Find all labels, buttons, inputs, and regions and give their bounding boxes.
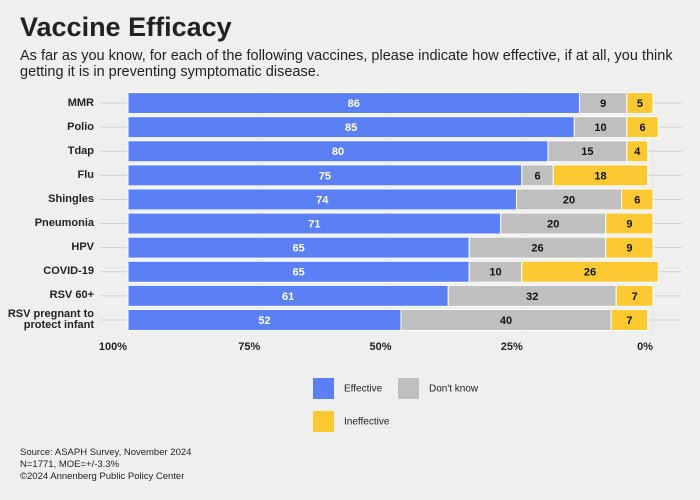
x-tick-label: 0% [637, 341, 653, 353]
bar-segment [552, 164, 649, 187]
bar-segment [626, 92, 654, 115]
bar-segment [615, 284, 654, 307]
value-label: 7 [632, 291, 638, 303]
note: N=1771, MOE=+/-3.3% [20, 459, 120, 470]
legend-swatch [313, 411, 334, 432]
value-label: 85 [345, 122, 357, 134]
value-label: 61 [282, 291, 294, 303]
category-label: MMR [67, 96, 94, 109]
category-label: Tdap [67, 144, 94, 157]
value-label: 32 [526, 291, 538, 303]
category-label: COVID-19 [43, 265, 94, 278]
value-label: 71 [308, 218, 320, 230]
value-label: 7 [626, 315, 632, 327]
category-label: HPV [71, 241, 94, 254]
value-label: 75 [319, 170, 331, 182]
x-tick-label: 50% [369, 341, 391, 353]
bar-segment [605, 236, 654, 259]
value-label: 6 [639, 122, 645, 134]
value-label: 9 [626, 218, 632, 230]
chart-subtitle: As far as you know, for each of the foll… [20, 48, 673, 80]
category-label: Flu [77, 168, 95, 181]
value-label: 10 [594, 122, 606, 134]
value-label: 9 [600, 98, 606, 110]
category-label: Shingles [48, 192, 94, 205]
value-label: 4 [634, 146, 641, 158]
bar-segment [521, 260, 659, 283]
value-label: 10 [489, 267, 501, 279]
bar-segment [626, 116, 659, 139]
value-label: 18 [594, 170, 606, 182]
value-label: 15 [581, 146, 593, 158]
legend-label: Ineffective [344, 417, 390, 428]
bar-segment [610, 308, 649, 331]
value-label: 52 [258, 315, 270, 327]
value-label: 65 [293, 267, 305, 279]
bar-segment [621, 188, 654, 211]
x-tick-label: 100% [99, 341, 127, 353]
legend-swatch [398, 378, 419, 399]
value-label: 9 [626, 243, 632, 255]
legend-label: Don't know [429, 384, 479, 395]
value-label: 26 [531, 243, 543, 255]
value-label: 6 [534, 170, 540, 182]
legend-swatch [313, 378, 334, 399]
value-label: 74 [316, 194, 329, 206]
value-label: 80 [332, 146, 344, 158]
value-label: 6 [634, 194, 640, 206]
category-label: RSV pregnant to protect infant [7, 307, 94, 331]
chart-title: Vaccine Efficacy [20, 12, 232, 42]
value-label: 40 [500, 315, 512, 327]
source: Source: ASAPH Survey, November 2024 [20, 447, 192, 458]
value-label: 65 [293, 243, 305, 255]
category-label: Polio [67, 120, 94, 133]
x-tick-label: 75% [238, 341, 260, 353]
value-label: 26 [584, 267, 596, 279]
category-label: RSV 60+ [49, 289, 94, 302]
bar-segment [626, 140, 649, 163]
value-label: 20 [547, 218, 559, 230]
value-label: 20 [563, 194, 575, 206]
x-tick-label: 25% [501, 341, 523, 353]
value-label: 5 [637, 98, 643, 110]
legend-label: Effective [344, 384, 383, 395]
bar-segment [605, 212, 654, 235]
value-label: 86 [348, 98, 360, 110]
copyright: ©2024 Annenberg Public Policy Center [20, 471, 185, 482]
category-label: Pneumonia [34, 217, 94, 230]
